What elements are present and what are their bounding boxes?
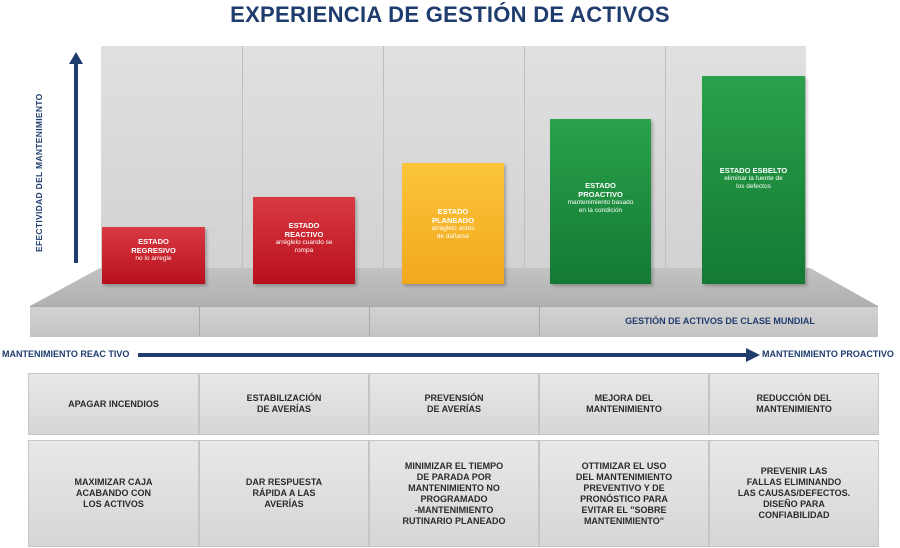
platform-label: GESTIÓN DE ACTIVOS DE CLASE MUNDIAL	[625, 316, 815, 326]
stage-subtitle: arréglelo antes de dañarse	[431, 225, 475, 240]
scale-left-label: MANTENIMIENTO REAC TIVO	[2, 349, 130, 359]
stage-bar-esbelto: ESTADO ESBELTO eliminar la fuente de los…	[702, 76, 805, 284]
y-axis-arrow-icon	[69, 52, 83, 263]
stage-title: ESTADO ESBELTO	[719, 166, 788, 175]
stage-subtitle: arréglelo cuando se rompa	[275, 239, 333, 254]
scale-arrow-icon	[138, 348, 760, 362]
stage-divider	[383, 46, 384, 284]
row1-cell: MEJORA DEL MANTENIMIENTO	[539, 373, 709, 435]
y-axis-label: EFECTIVIDAD DEL MANTENIMIENTO	[34, 93, 44, 253]
stage-bar-proactivo: ESTADO PROACTIVO mantenimiento basado en…	[550, 119, 651, 284]
stage-subtitle: no lo arregle	[135, 255, 172, 262]
row2-cell: DAR RESPUESTA RÁPIDA A LAS AVERÍAS	[199, 440, 369, 547]
platform-divider	[199, 306, 200, 336]
stage-bar-reactivo: ESTADO REACTIVO arréglelo cuando se romp…	[253, 197, 355, 284]
stage-divider	[242, 46, 243, 284]
row2-cell: OTTIMIZAR EL USO DEL MANTENIMIENTO PREVE…	[539, 440, 709, 547]
stage-title: ESTADO PROACTIVO	[578, 181, 623, 199]
row1-cell: PREVENSIÓN DE AVERÍAS	[369, 373, 539, 435]
stage-title: ESTADO REACTIVO	[284, 221, 324, 239]
row1-cell: REDUCCIÓN DEL MANTENIMIENTO	[709, 373, 879, 435]
stage-title: ESTADO REGRESIVO	[131, 237, 176, 255]
scale-right-label: MANTENIMIENTO PROACTIVO	[762, 349, 894, 359]
row2-cell: MINIMIZAR EL TIEMPO DE PARADA POR MANTEN…	[369, 440, 539, 547]
row1-cell: APAGAR INCENDIOS	[28, 373, 199, 435]
row2-cell: PREVENIR LAS FALLAS ELIMINANDO LAS CAUSA…	[709, 440, 879, 547]
stage-bar-regresivo: ESTADO REGRESIVO no lo arregle	[102, 227, 205, 284]
row1-cell: ESTABILIZACIÓN DE AVERÍAS	[199, 373, 369, 435]
row2-cell: MAXIMIZAR CAJA ACABANDO CON LOS ACTIVOS	[28, 440, 199, 547]
page-title: EXPERIENCIA DE GESTIÓN DE ACTIVOS	[230, 2, 670, 27]
stage-divider	[665, 46, 666, 284]
stage-subtitle: eliminar la fuente de los defectos	[724, 175, 783, 190]
stage-bar-planeado: ESTADO PLANEADO arréglelo antes de dañar…	[402, 163, 504, 284]
stage-title: ESTADO PLANEADO	[431, 207, 475, 225]
stage-divider	[524, 46, 525, 284]
platform-divider	[369, 306, 370, 336]
platform-divider	[539, 306, 540, 336]
platform-front	[30, 306, 878, 337]
stage-subtitle: mantenimiento basado en la condición	[567, 199, 634, 214]
